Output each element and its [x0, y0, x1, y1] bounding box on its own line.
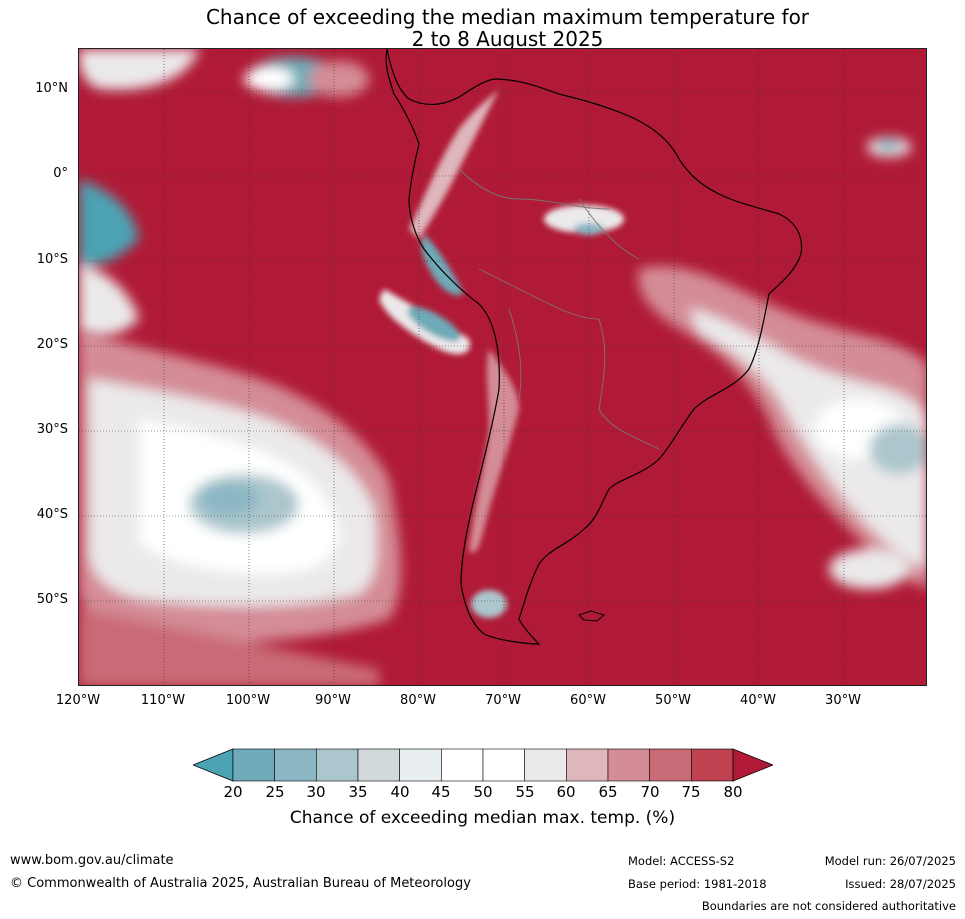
falkland-islands [578, 610, 606, 622]
footer-base-period: Base period: 1981-2018 [628, 877, 767, 891]
colorbar-cell [566, 748, 609, 782]
colorbar [193, 748, 773, 782]
colorbar-cell [649, 748, 692, 782]
footer-model-run: Model run: 26/07/2025 [824, 854, 956, 868]
lat-label-0: 0° [53, 166, 68, 181]
lat-label-30s: 30°S [36, 422, 68, 437]
probability-map [78, 48, 927, 686]
footer-disclaimer: Boundaries are not considered authoritat… [701, 899, 956, 913]
coastline [385, 49, 803, 645]
lon-label-120w: 120°W [55, 693, 101, 708]
lon-label-110w: 110°W [140, 693, 186, 708]
colorbar-tick: 35 [348, 783, 368, 801]
lon-label-100w: 100°W [225, 693, 271, 708]
colorbar-cell [232, 748, 275, 782]
south-atlantic-anomaly [638, 137, 926, 589]
peru-coast-anomaly [379, 234, 470, 355]
colorbar-cell [524, 748, 567, 782]
colorbar-tick: 70 [640, 783, 660, 801]
andes-anomaly [409, 89, 624, 618]
colorbar-tick: 30 [306, 783, 326, 801]
colorbar-tick: 65 [598, 783, 618, 801]
footer-issued: Issued: 28/07/2025 [845, 877, 956, 891]
equatorial-pacific-anomaly [79, 49, 369, 336]
colorbar-cell [399, 748, 442, 782]
lon-label-30w: 30°W [825, 693, 861, 708]
colorbar-cell [607, 748, 650, 782]
colorbar-cell [316, 748, 359, 782]
lat-label-50s: 50°S [36, 592, 68, 607]
colorbar-cell [274, 748, 317, 782]
lon-label-70w: 70°W [485, 693, 521, 708]
colorbar-low-arrow [193, 748, 234, 782]
lon-label-50w: 50°W [655, 693, 691, 708]
lat-label-40s: 40°S [36, 507, 68, 522]
colorbar-high-arrow [732, 748, 773, 782]
footer-copyright: © Commonwealth of Australia 2025, Austra… [10, 876, 471, 891]
colorbar-cell [691, 748, 734, 782]
lat-label-10s: 10°S [36, 252, 68, 267]
colorbar-cell [357, 748, 400, 782]
colorbar-tick: 25 [265, 783, 285, 801]
colorbar-cell [441, 748, 484, 782]
lat-label-20s: 20°S [36, 337, 68, 352]
lat-label-10n: 10°N [35, 81, 68, 96]
colorbar-tick: 55 [515, 783, 535, 801]
colorbar-tick: 80 [723, 783, 743, 801]
map-title-line2: 2 to 8 August 2025 [411, 27, 604, 51]
map-canvas [79, 49, 926, 685]
colorbar-label: Chance of exceeding median max. temp. (%… [289, 808, 676, 828]
lon-label-60w: 60°W [570, 693, 606, 708]
colorbar-cell [482, 748, 525, 782]
southeast-pacific-anomaly [79, 329, 401, 685]
colorbar-tick: 40 [390, 783, 410, 801]
map-title-line1: Chance of exceeding the median maximum t… [205, 5, 810, 29]
country-borders [458, 168, 660, 450]
graticule [79, 49, 926, 685]
lon-label-80w: 80°W [400, 693, 436, 708]
colorbar-tick: 20 [223, 783, 243, 801]
colorbar-tick: 75 [681, 783, 701, 801]
footer-model: Model: ACCESS-S2 [628, 854, 735, 868]
colorbar-tick: 60 [556, 783, 576, 801]
colorbar-tick: 50 [473, 783, 493, 801]
footer-website: www.bom.gov.au/climate [10, 853, 174, 868]
lon-label-40w: 40°W [740, 693, 776, 708]
colorbar-tick: 45 [431, 783, 451, 801]
lon-label-90w: 90°W [315, 693, 351, 708]
